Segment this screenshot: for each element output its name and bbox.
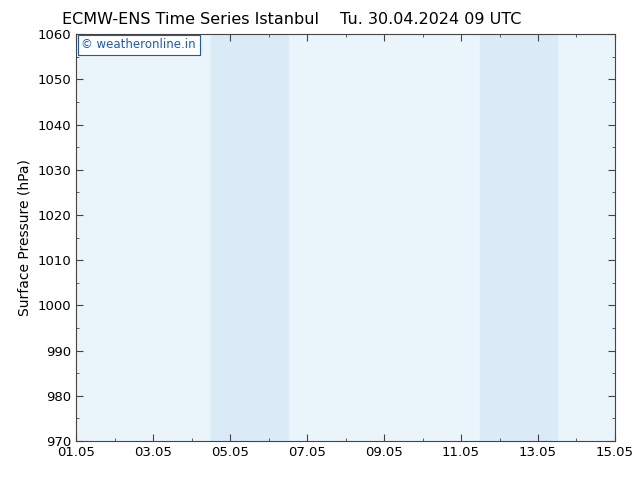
Text: © weatheronline.in: © weatheronline.in [81,38,196,51]
Bar [480,34,557,441]
Text: Tu. 30.04.2024 09 UTC: Tu. 30.04.2024 09 UTC [340,12,522,27]
Bar [210,34,288,441]
Text: ECMW-ENS Time Series Istanbul: ECMW-ENS Time Series Istanbul [61,12,319,27]
Y-axis label: Surface Pressure (hPa): Surface Pressure (hPa) [18,159,32,316]
